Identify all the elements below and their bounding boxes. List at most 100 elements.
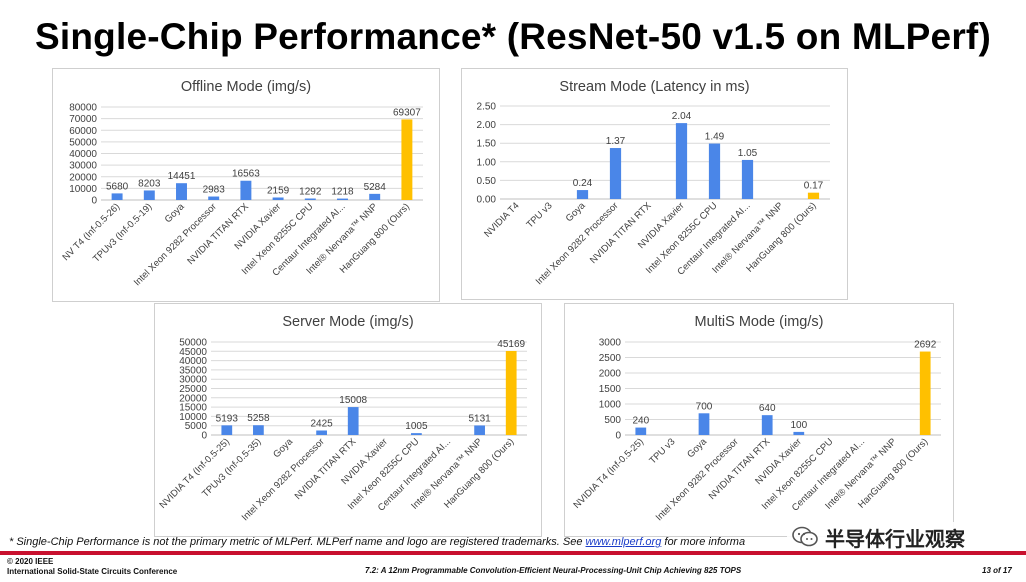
data-label: 240 bbox=[632, 416, 649, 427]
category-label: NV T4 (Inf-0.5-26) bbox=[60, 201, 122, 263]
data-label: 5258 bbox=[247, 413, 270, 424]
footnote-text: * Single-Chip Performance is not the pri… bbox=[9, 536, 586, 548]
mlperf-link[interactable]: www.mlperf.org bbox=[585, 536, 662, 548]
y-tick-label: 1000 bbox=[599, 400, 622, 411]
bar bbox=[474, 425, 485, 435]
data-label: 16563 bbox=[232, 169, 260, 180]
chart-title: Stream Mode (Latency in ms) bbox=[559, 79, 749, 95]
y-tick-label: 40000 bbox=[179, 356, 207, 367]
y-tick-label: 5000 bbox=[185, 421, 208, 432]
bar bbox=[143, 190, 155, 200]
bar bbox=[176, 183, 187, 200]
data-label: 2159 bbox=[267, 185, 290, 196]
chart-svg: Offline Mode (img/s) 01000020000300004000… bbox=[60, 79, 423, 288]
y-tick-label: 10000 bbox=[69, 184, 97, 195]
data-label: 100 bbox=[790, 420, 807, 431]
footnote-tail: for more informa bbox=[661, 536, 746, 548]
y-tick-label: 60000 bbox=[69, 126, 97, 137]
watermark-text: 半导体行业观察 bbox=[825, 528, 965, 551]
data-label: 700 bbox=[696, 401, 713, 412]
y-tick-label: 3000 bbox=[599, 338, 622, 349]
bar bbox=[609, 148, 622, 199]
data-label: 1.49 bbox=[705, 132, 725, 143]
bar bbox=[708, 143, 721, 199]
copyright-line1: © 2020 IEEE bbox=[7, 557, 54, 566]
data-label: 0.24 bbox=[573, 178, 593, 189]
bar bbox=[761, 415, 773, 435]
bar bbox=[208, 196, 220, 200]
data-label: 8203 bbox=[138, 178, 161, 189]
y-tick-label: 2.50 bbox=[477, 102, 497, 113]
bar bbox=[793, 431, 805, 435]
category-label: TPU v3 bbox=[524, 200, 554, 230]
y-tick-label: 2500 bbox=[599, 353, 622, 364]
y-tick-label: 45000 bbox=[179, 347, 207, 358]
y-tick-label: 0.00 bbox=[477, 195, 497, 206]
y-tick-label: 0 bbox=[615, 431, 621, 442]
y-tick-label: 20000 bbox=[69, 172, 97, 183]
bar bbox=[337, 198, 348, 200]
y-tick-label: 70000 bbox=[69, 114, 97, 125]
y-tick-label: 2.00 bbox=[477, 120, 497, 131]
server-mode-chart: Server Mode (img/s) 0 5000 10000 15000 20000 2… bbox=[154, 303, 542, 537]
y-tick-label: 10000 bbox=[179, 412, 207, 423]
y-tick-label: 0 bbox=[91, 196, 97, 207]
data-label: 1005 bbox=[405, 421, 428, 432]
y-tick-label: 50000 bbox=[179, 338, 207, 349]
y-tick-label: 0.50 bbox=[477, 176, 497, 187]
y-tick-label: 1.00 bbox=[477, 157, 497, 168]
y-tick-label: 1500 bbox=[599, 384, 622, 395]
chart-svg: Server Mode (img/s)050001000015000200002… bbox=[157, 314, 527, 523]
slide-title: Single-Chip Performance* (ResNet-50 v1.5… bbox=[35, 16, 991, 57]
data-label: 1.05 bbox=[738, 148, 758, 159]
chart-title: Offline Mode (img/s) bbox=[181, 79, 311, 95]
data-label: 15008 bbox=[339, 395, 367, 406]
chart-svg: MultiS Mode (img/s) 0 500 1000 1500 2000 2500 3… bbox=[571, 314, 941, 523]
bar bbox=[240, 180, 252, 200]
bar bbox=[272, 197, 284, 200]
category-label: Goya bbox=[564, 200, 588, 224]
data-label: 1292 bbox=[299, 186, 322, 197]
data-label: 1218 bbox=[331, 187, 354, 198]
category-label: TPU v3 bbox=[647, 436, 677, 466]
category-label: TPUv3 (Inf-0.5-35) bbox=[200, 436, 263, 499]
data-label: 45169 bbox=[497, 339, 525, 350]
paper-title: 7.2: A 12nm Programmable Convolution-Eff… bbox=[365, 566, 742, 575]
category-label: Goya bbox=[163, 201, 187, 225]
bar bbox=[369, 193, 381, 200]
offline-mode-chart: Offline Mode (img/s) 0 10000 20000 30000 4000… bbox=[52, 68, 440, 302]
category-label: NVIDIA T4 (Inf-0.5-25) bbox=[571, 436, 645, 510]
y-tick-label: 80000 bbox=[69, 103, 97, 114]
y-tick-label: 25000 bbox=[179, 384, 207, 395]
bar bbox=[505, 350, 517, 435]
y-tick-label: 30000 bbox=[179, 375, 207, 386]
wechat-icon bbox=[792, 526, 818, 547]
page-number: 13 of 17 bbox=[982, 566, 1012, 575]
stream-mode-chart: Stream Mode (Latency in ms) 0.00 0.50 1.00 1… bbox=[461, 68, 848, 300]
data-label: 2983 bbox=[203, 185, 226, 196]
category-label: TPUv3 (Inf-0.5-19) bbox=[91, 201, 154, 264]
data-label: 640 bbox=[759, 403, 776, 414]
bar bbox=[675, 123, 688, 199]
bar bbox=[401, 119, 413, 200]
bar bbox=[316, 430, 327, 435]
watermark: 半导体行业观察 bbox=[787, 522, 969, 552]
category-label: NVIDIA T4 bbox=[482, 200, 521, 239]
data-label: 2.04 bbox=[672, 111, 692, 122]
bar bbox=[698, 413, 710, 435]
data-label: 5131 bbox=[468, 413, 491, 424]
y-tick-label: 15000 bbox=[179, 403, 207, 414]
y-tick-label: 20000 bbox=[179, 393, 207, 404]
y-tick-label: 50000 bbox=[69, 137, 97, 148]
multis-mode-chart: MultiS Mode (img/s) 0 500 1000 1500 2000 2500 3… bbox=[564, 303, 954, 537]
data-label: 5284 bbox=[364, 182, 387, 193]
y-tick-label: 1.50 bbox=[477, 139, 497, 150]
bar bbox=[304, 198, 316, 200]
data-label: 2425 bbox=[310, 418, 333, 429]
y-tick-label: 40000 bbox=[69, 149, 97, 160]
copyright-line2: International Solid-State Circuits Confe… bbox=[7, 567, 178, 576]
bar bbox=[253, 425, 264, 435]
data-label: 0.17 bbox=[804, 181, 824, 192]
bar bbox=[741, 159, 754, 199]
data-label: 2692 bbox=[914, 340, 937, 351]
